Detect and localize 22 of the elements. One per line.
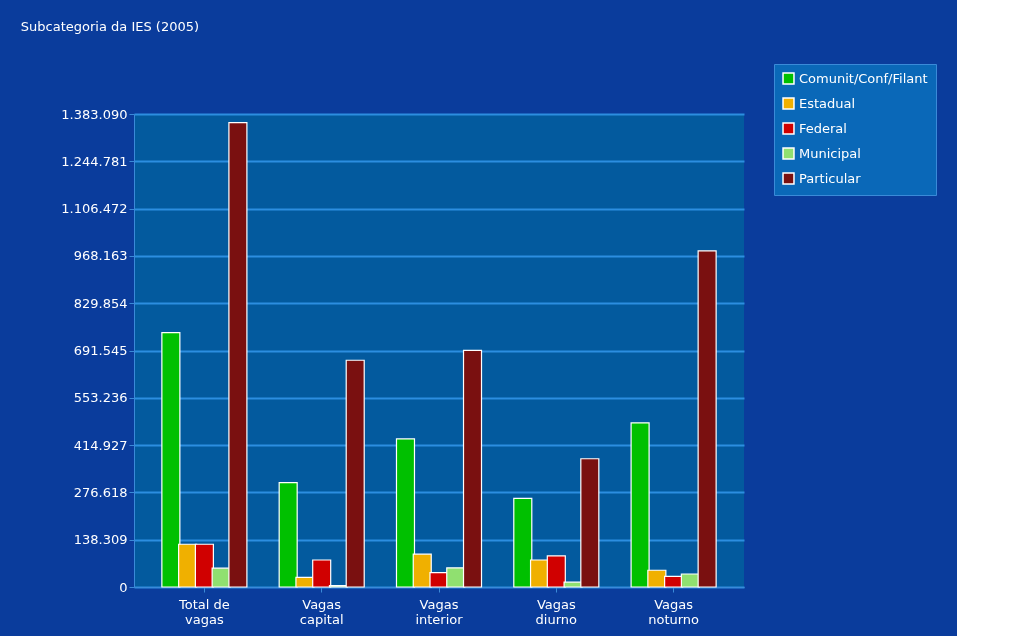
y-tick-label: 829.854 — [73, 295, 128, 311]
x-tick-label: Vagas capital — [299, 596, 344, 627]
legend-label: Comunit/Conf/Filant — [799, 70, 928, 86]
y-tick-label: 1.244.781 — [61, 153, 128, 169]
y-tick-label: 138.309 — [73, 532, 128, 548]
x-tick-label: Vagas diurno — [535, 596, 578, 627]
chart-title: Subcategoria da IES (2005) — [20, 18, 200, 34]
y-tick-label: 414.927 — [73, 437, 128, 453]
y-tick-label: 553.236 — [73, 390, 128, 406]
y-tick-label: 276.618 — [73, 484, 128, 500]
legend-label: Estadual — [799, 95, 856, 111]
y-tick-label: 1.106.472 — [61, 201, 128, 217]
legend-label: Municipal — [799, 145, 861, 161]
y-tick-label: 691.545 — [73, 343, 128, 358]
legend-label: Particular — [799, 170, 862, 186]
y-tick-label: 0 — [119, 579, 128, 595]
x-tick-label: Vagas interior — [415, 596, 464, 627]
y-tick-label: 1.383.090 — [61, 106, 128, 122]
legend-label: Federal — [799, 120, 847, 136]
x-tick-label: Total de vagas — [178, 596, 230, 627]
y-tick-label: 968.163 — [73, 248, 128, 264]
x-tick-label: Vagas noturno — [648, 596, 700, 627]
